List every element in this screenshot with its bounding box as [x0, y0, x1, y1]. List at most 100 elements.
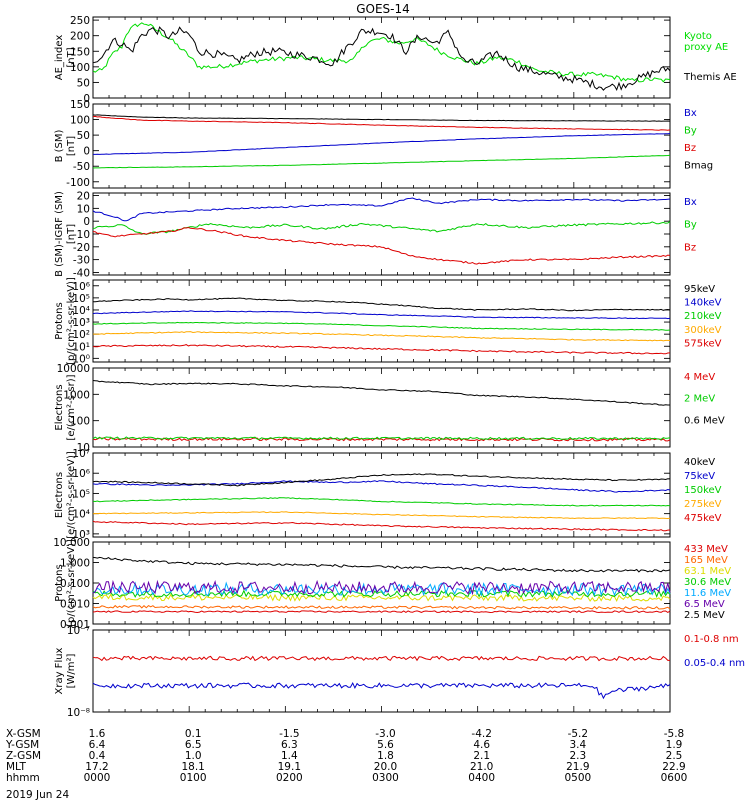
x-axis-row-label: Y-GSM: [5, 739, 39, 751]
panel-electrons_kev: 10³ 10⁴ 10⁵ 10⁶ 10⁷ Electrons [e/(cm²-s-sr-keV…: [54, 448, 722, 541]
y-tick-label: 50: [77, 77, 90, 89]
y-axis-label: [e/(cm²-s-sr-keV)]: [66, 451, 77, 539]
series-line-30-6-mev: [92, 589, 671, 598]
x-axis-value: 20.0: [374, 761, 397, 773]
y-axis-label: [e/(cm²-s-sr)]: [66, 374, 77, 440]
panel-frame: [92, 192, 671, 276]
y-tick-label: 10³: [72, 317, 90, 329]
legend-label: 11.6 MeV: [684, 588, 731, 599]
y-tick-label: 0: [83, 93, 90, 105]
series-line-40kev: [92, 473, 671, 487]
y-tick-label: 150: [70, 46, 90, 58]
y-tick-label: 10: [77, 203, 90, 215]
x-axis-value: -1.5: [279, 728, 300, 740]
x-axis-value: 3.4: [569, 739, 586, 751]
y-tick-label: 10⁷: [72, 448, 90, 460]
x-axis-value: 1.6: [89, 728, 106, 740]
legend-label: 95keV: [684, 284, 715, 295]
x-axis-value: 5.6: [377, 739, 394, 751]
y-axis-label: Protons: [54, 564, 65, 601]
series-line-2-5-mev: [92, 556, 671, 573]
series-line-6-5-mev: [92, 579, 671, 596]
series-line-kyoto-proxy-ae: [92, 22, 671, 83]
series-line-75kev: [92, 480, 671, 493]
y-tick-label: 10⁵: [72, 293, 90, 305]
legend-label: 165 MeV: [684, 555, 728, 566]
figure-title: GOES-14: [356, 2, 410, 16]
legend-label: Bz: [684, 242, 696, 253]
y-tick-label: -50: [73, 161, 90, 173]
y-tick-label: 20: [77, 191, 90, 203]
series-line-4-mev: [92, 437, 671, 442]
y-tick-label: 0.010: [60, 599, 90, 611]
y-tick-label: 10¹: [72, 341, 90, 353]
y-axis-label: AE_index: [54, 35, 65, 81]
series-line-bx: [93, 133, 671, 155]
y-tick-label: 10⁻⁷: [67, 625, 90, 637]
x-axis-value: 22.9: [662, 761, 685, 773]
x-axis-value: 18.1: [181, 761, 204, 773]
y-tick-label: -30: [73, 255, 90, 267]
y-axis-label: [p/(cm²-s-sr-keV)]: [66, 539, 77, 627]
legend-label: 0.05-0.4 nm: [684, 658, 745, 669]
y-tick-label: 10.000: [53, 537, 90, 549]
y-tick-label: 100: [70, 62, 90, 74]
series-line-themis-ae: [92, 26, 671, 92]
series-line-0-05-0-4-nm: [92, 681, 671, 700]
y-tick-label: 50: [77, 130, 90, 142]
y-axis-label: Xray Flux: [54, 647, 65, 694]
legend-label: 0.1-0.8 nm: [684, 634, 739, 645]
y-tick-label: 250: [70, 15, 90, 27]
series-line-475kev: [92, 520, 671, 532]
series-line-300kev: [92, 331, 671, 342]
legend-label: 275keV: [684, 499, 722, 510]
legend-label: 2.5 MeV: [684, 610, 725, 621]
legend-label: 300keV: [684, 325, 722, 336]
x-axis-value: 0600: [661, 772, 688, 784]
legend-label: By: [684, 126, 697, 137]
legend-label: 575keV: [684, 338, 722, 349]
x-axis-value: -5.2: [568, 728, 589, 740]
series-line-0-1-0-8-nm: [92, 655, 670, 662]
panel-frame: [92, 16, 671, 99]
y-axis-label: [W/m²]: [66, 653, 77, 688]
y-tick-label: 10⁻⁸: [67, 707, 90, 719]
panel-frame: [92, 452, 671, 538]
x-axis-value: 0300: [372, 772, 399, 784]
series-line-95kev: [92, 297, 671, 312]
x-axis-value: -5.8: [664, 728, 685, 740]
legend-label: 433 MeV: [684, 544, 728, 555]
y-tick-label: -10: [73, 229, 90, 241]
legend-label: Themis AE: [683, 72, 737, 83]
y-tick-label: 1000: [63, 389, 90, 401]
x-axis-value: 2.3: [569, 750, 586, 762]
y-tick-label: -20: [73, 242, 90, 254]
legend-label: Bz: [684, 143, 696, 154]
y-tick-label: -100: [66, 177, 90, 189]
panel-protons_high: 0.001 0.010 0.100 1.000 10.000 Protons [p/(cm²…: [53, 537, 731, 631]
series-line-by: [92, 221, 671, 235]
y-axis-label: Protons: [54, 302, 65, 339]
panel-frame: [92, 367, 671, 448]
series-line-150kev: [92, 497, 671, 507]
x-axis-value: 1.9: [666, 739, 683, 751]
series-line-433-mev: [92, 610, 671, 614]
y-axis-label: [nT]: [66, 47, 77, 67]
series-line-11-6-mev: [92, 581, 671, 597]
y-tick-label: 0: [83, 216, 90, 228]
legend-label: 30.6 MeV: [684, 577, 731, 588]
legend-label: 4 MeV: [684, 372, 715, 383]
y-axis-label: B (SM)-IGRF (SM): [54, 191, 65, 277]
y-axis-label: B (SM): [54, 129, 65, 162]
x-axis-value: 0200: [276, 772, 303, 784]
y-tick-label: 1.000: [60, 558, 90, 570]
x-axis-value: 0000: [84, 772, 111, 784]
x-axis-row-label: hhmm: [6, 772, 40, 784]
legend-label: Kyoto: [684, 31, 712, 42]
series-line-575kev: [92, 344, 671, 355]
legend-label: 475keV: [684, 513, 722, 524]
legend-label: 6.5 MeV: [684, 599, 725, 610]
